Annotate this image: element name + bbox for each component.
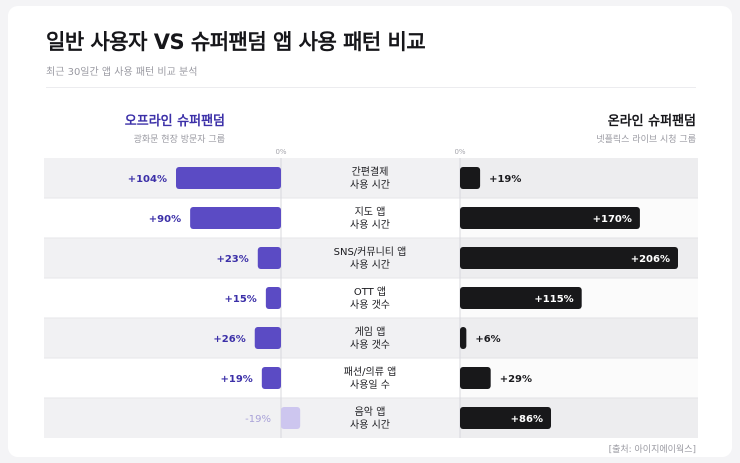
left-group-title: 오프라인 슈퍼팬덤 (124, 114, 225, 129)
right-group-title: 온라인 슈퍼팬덤 (607, 114, 696, 129)
page-subtitle: 최근 30일간 앱 사용 패턴 비교 분석 (46, 67, 198, 78)
left-value-label: +26% (213, 334, 245, 345)
left-value-label: +19% (220, 374, 252, 385)
left-value-label: +104% (128, 174, 167, 185)
left-zero-label: 0% (275, 148, 286, 156)
left-bar (261, 367, 281, 389)
category-label-line2: 사용 갯수 (350, 339, 390, 351)
right-value-label: +206% (631, 254, 670, 265)
chart-card (8, 6, 732, 457)
category-label-line1: OTT 앱 (354, 286, 386, 298)
left-bar (254, 327, 281, 349)
category-label-line2: 사용 시간 (350, 419, 390, 431)
category-label-line2: 사용 갯수 (350, 299, 390, 311)
category-label-line2: 사용 시간 (350, 219, 390, 231)
right-value-label: +19% (489, 174, 521, 185)
category-label-line1: 지도 앱 (355, 206, 386, 218)
right-group-subtitle: 넷플릭스 라이브 시청 그룹 (596, 135, 696, 145)
header-divider (46, 87, 696, 88)
right-bar (460, 407, 552, 429)
left-bar (190, 207, 281, 229)
row-band (44, 158, 698, 198)
right-bar (460, 207, 640, 229)
category-label-line1: 패션/의류 앱 (344, 366, 397, 378)
category-label-line1: 간편결제 (352, 166, 389, 178)
left-value-label: +23% (216, 254, 248, 265)
right-value-label: +170% (593, 214, 632, 225)
category-label-line1: 게임 앱 (355, 325, 386, 338)
left-bar (265, 287, 281, 309)
left-value-label: -19% (245, 414, 271, 425)
category-label-line2: 사용일 수 (350, 379, 390, 391)
row-band (44, 318, 698, 358)
right-bar (460, 167, 481, 189)
left-value-label: +90% (149, 214, 181, 225)
left-value-label: +15% (225, 294, 257, 305)
right-bar (460, 247, 678, 269)
left-bar (176, 167, 281, 189)
right-bar (460, 287, 582, 309)
source-note: [출처: 아이지에이웍스] (608, 445, 696, 455)
category-label-line2: 사용 시간 (350, 179, 390, 191)
right-value-label: +6% (475, 334, 500, 345)
right-bar (460, 367, 491, 389)
category-label-line1: SNS/커뮤니티 앱 (334, 246, 407, 258)
row-band (44, 398, 698, 438)
left-bar (257, 247, 281, 269)
right-value-label: +86% (511, 414, 543, 425)
page-title: 일반 사용자 VS 슈퍼팬덤 앱 사용 패턴 비교 (46, 30, 426, 54)
left-bar-negative (281, 407, 301, 429)
right-bar (460, 327, 467, 349)
right-zero-label: 0% (454, 148, 465, 156)
right-value-label: +115% (534, 294, 573, 305)
right-value-label: +29% (500, 374, 532, 385)
category-label-line1: 음악 앱 (355, 406, 386, 418)
category-label-line2: 사용 시간 (350, 259, 390, 271)
left-group-subtitle: 광화문 현장 방문자 그룹 (133, 135, 225, 145)
